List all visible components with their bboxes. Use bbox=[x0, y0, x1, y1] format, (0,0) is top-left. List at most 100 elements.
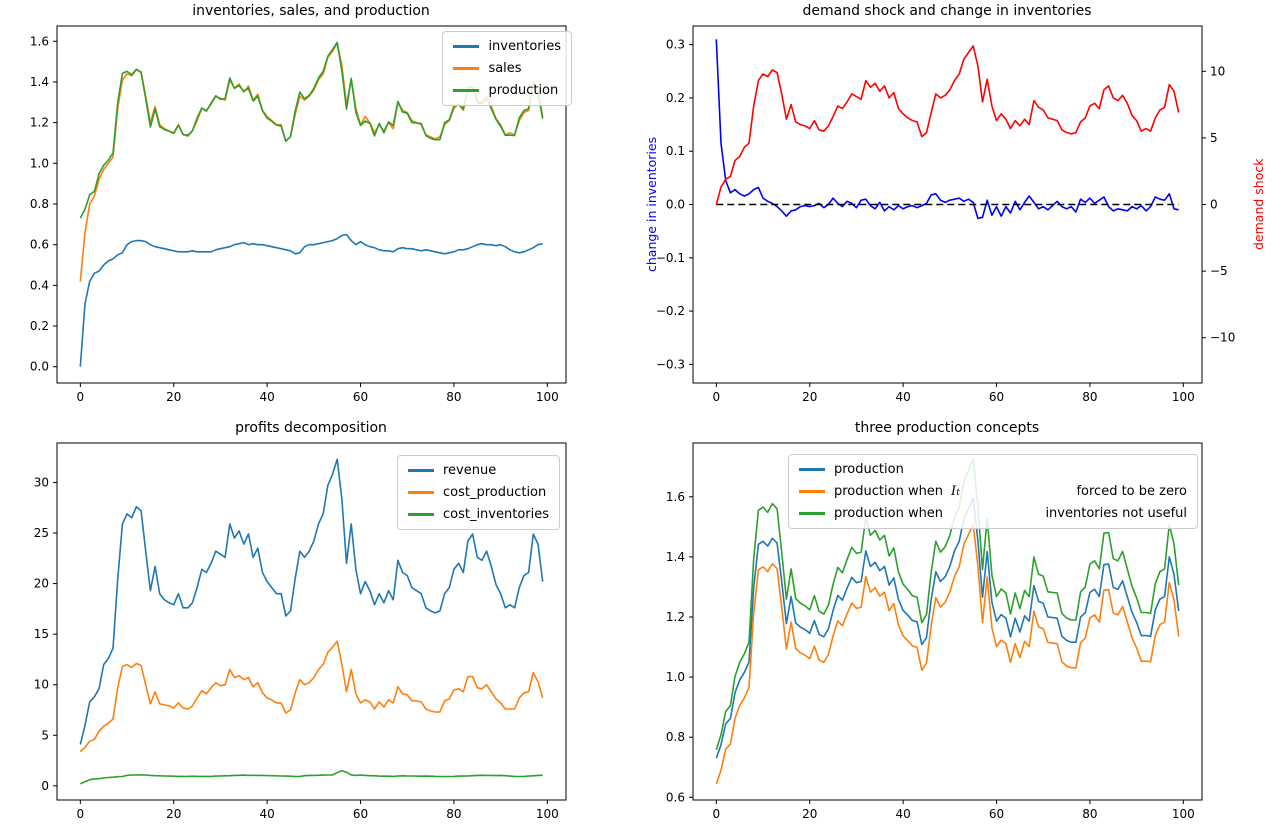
inventories-line-swatch bbox=[453, 45, 480, 48]
svg-text:0.3: 0.3 bbox=[666, 38, 685, 52]
svg-text:5: 5 bbox=[1210, 131, 1218, 145]
cost-production-line-swatch bbox=[407, 491, 434, 494]
axes-inventories-sales-production: 0 20 40 60 80 100 0.0 0.2 0.4 0.6 0.8 1.0 1.2 1.4 1.6 bbox=[30, 25, 567, 404]
svg-text:−5: −5 bbox=[1210, 264, 1228, 278]
svg-text:10: 10 bbox=[34, 678, 49, 692]
svg-text:0.0: 0.0 bbox=[666, 198, 685, 212]
legend-text-right: inventories not useful bbox=[1045, 506, 1187, 521]
svg-text:1.0: 1.0 bbox=[30, 156, 49, 170]
svg-text:40: 40 bbox=[259, 390, 274, 404]
production-no-inventory-value-line-swatch bbox=[799, 512, 825, 515]
axes-demand-shock-change-inventories: 0 20 40 60 80 100−0.3−0.2−0.10.00.10.20.3−10−… bbox=[656, 25, 1235, 404]
svg-text:1.2: 1.2 bbox=[666, 610, 685, 624]
svg-text:10: 10 bbox=[1210, 64, 1225, 78]
legend-item-cost-production: cost_production bbox=[407, 485, 549, 500]
svg-text:60: 60 bbox=[989, 807, 1004, 821]
revenue-line-swatch bbox=[407, 469, 434, 472]
svg-text:60: 60 bbox=[353, 390, 368, 404]
ylabel-change-in-inventories: change in inventories bbox=[644, 136, 659, 273]
subplot-inventories-sales-production: 0 20 40 60 80 100 0.0 0.2 0.4 0.6 0.8 1.0 1.2 1.4 1.6 … bbox=[0, 0, 636, 417]
legend-label: inventories bbox=[488, 39, 561, 54]
sales-line-swatch bbox=[453, 67, 480, 70]
svg-text:0.0: 0.0 bbox=[30, 360, 49, 374]
svg-text:0.4: 0.4 bbox=[30, 278, 49, 292]
svg-text:0: 0 bbox=[41, 779, 49, 793]
plot-title-demand-shock: demand shock and change in inventories bbox=[802, 3, 1092, 19]
svg-text:−10: −10 bbox=[1210, 331, 1235, 345]
legend-label: cost_production bbox=[442, 485, 547, 500]
svg-text:40: 40 bbox=[895, 390, 910, 404]
legend-label: production when inventories not useful bbox=[834, 506, 1187, 521]
svg-text:0: 0 bbox=[713, 390, 721, 404]
svg-text:1.4: 1.4 bbox=[666, 550, 685, 564]
axes-three-production-concepts: 0 20 40 60 80 100 0.6 0.8 1.0 1.2 1.4 1.6 bbox=[666, 442, 1203, 821]
svg-text:0.6: 0.6 bbox=[30, 238, 49, 252]
legend-item-cost-inventories: cost_inventories bbox=[407, 507, 549, 522]
math-t-subscript: t bbox=[956, 488, 960, 498]
plot-title-three-production-concepts: three production concepts bbox=[854, 420, 1040, 436]
svg-text:40: 40 bbox=[895, 807, 910, 821]
legend-item-production: production bbox=[453, 83, 561, 98]
svg-text:1.0: 1.0 bbox=[666, 670, 685, 684]
legend-label: sales bbox=[488, 61, 522, 76]
svg-text:1.4: 1.4 bbox=[30, 75, 49, 89]
legend-item-sales: sales bbox=[453, 61, 561, 76]
svg-text:100: 100 bbox=[1172, 807, 1195, 821]
legend-label: cost_inventories bbox=[442, 507, 549, 522]
svg-text:80: 80 bbox=[446, 807, 461, 821]
svg-text:1.2: 1.2 bbox=[30, 116, 49, 130]
svg-text:0: 0 bbox=[1210, 198, 1218, 212]
svg-text:80: 80 bbox=[1082, 807, 1097, 821]
svg-text:25: 25 bbox=[34, 526, 49, 540]
subplot-three-production-concepts: 0 20 40 60 80 100 0.6 0.8 1.0 1.2 1.4 1.6 three pro… bbox=[636, 417, 1272, 834]
svg-text:0.8: 0.8 bbox=[30, 197, 49, 211]
svg-text:1.6: 1.6 bbox=[666, 490, 685, 504]
legend-item-inventories: inventories bbox=[453, 39, 561, 54]
svg-text:−0.2: −0.2 bbox=[656, 304, 685, 318]
legend-item-production-inventories-not-useful: production when inventories not useful bbox=[799, 506, 1187, 521]
svg-text:20: 20 bbox=[802, 390, 817, 404]
svg-text:−0.1: −0.1 bbox=[656, 251, 685, 265]
svg-text:−0.3: −0.3 bbox=[656, 357, 685, 371]
svg-text:20: 20 bbox=[166, 390, 181, 404]
svg-text:20: 20 bbox=[34, 577, 49, 591]
svg-text:30: 30 bbox=[34, 475, 49, 489]
production-line-swatch bbox=[453, 89, 480, 92]
svg-text:40: 40 bbox=[259, 807, 274, 821]
svg-text:0: 0 bbox=[77, 807, 85, 821]
svg-text:5: 5 bbox=[41, 728, 49, 742]
subplot-profits-decomposition: 0 20 40 60 80 100 0 5 10 15 20 25 30 profits decompo… bbox=[0, 417, 636, 834]
cost-inventories-line-swatch bbox=[407, 513, 434, 516]
axes-profits-decomposition: 0 20 40 60 80 100 0 5 10 15 20 25 30 bbox=[34, 442, 567, 821]
legend-profits-decomposition: revenue cost_production cost_inventories bbox=[396, 455, 560, 530]
svg-text:0.2: 0.2 bbox=[666, 91, 685, 105]
legend-text: production when bbox=[834, 506, 944, 521]
svg-text:100: 100 bbox=[1172, 390, 1195, 404]
legend-item-production: production bbox=[799, 462, 1187, 477]
svg-text:0.2: 0.2 bbox=[30, 319, 49, 333]
svg-text:60: 60 bbox=[353, 807, 368, 821]
svg-text:100: 100 bbox=[536, 390, 559, 404]
svg-text:20: 20 bbox=[166, 807, 181, 821]
legend-label: production bbox=[488, 83, 559, 98]
svg-text:80: 80 bbox=[446, 390, 461, 404]
svg-text:0.1: 0.1 bbox=[666, 144, 685, 158]
svg-text:0.6: 0.6 bbox=[666, 790, 685, 804]
production-line-swatch bbox=[799, 468, 825, 471]
legend-item-revenue: revenue bbox=[407, 463, 549, 478]
math-I-symbol: I bbox=[951, 484, 957, 499]
legend-text-right: forced to be zero bbox=[1076, 484, 1187, 499]
svg-text:60: 60 bbox=[989, 390, 1004, 404]
svg-text:1.6: 1.6 bbox=[30, 34, 49, 48]
legend-inventories-sales-production: inventories sales production bbox=[442, 31, 572, 106]
svg-text:15: 15 bbox=[34, 627, 49, 641]
ylabel-demand-shock: demand shock bbox=[1251, 158, 1266, 251]
plot-title-profits-decomposition: profits decomposition bbox=[235, 420, 387, 436]
svg-text:0: 0 bbox=[77, 390, 85, 404]
svg-text:80: 80 bbox=[1082, 390, 1097, 404]
